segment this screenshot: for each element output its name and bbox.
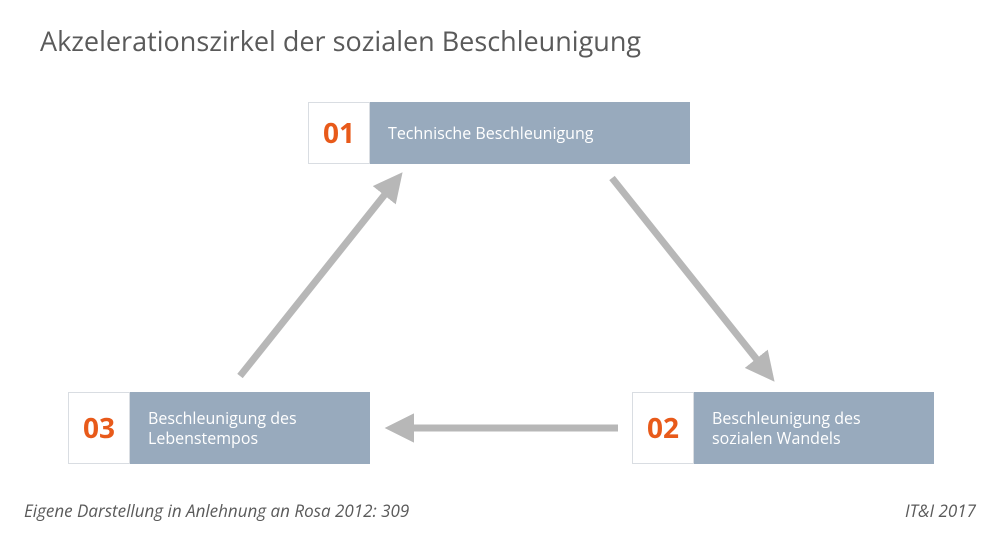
node-03-label: Beschleunigung des Lebenstempos: [130, 392, 370, 464]
node-03-number: 03: [68, 392, 130, 464]
node-01-label: Technische Beschleunigung: [370, 102, 690, 164]
node-01: 01 Technische Beschleunigung: [308, 102, 690, 164]
page-title: Akzelerationszirkel der sozialen Beschle…: [40, 22, 641, 59]
edge-01-02: [612, 178, 770, 376]
node-01-number: 01: [308, 102, 370, 164]
node-03: 03 Beschleunigung des Lebenstempos: [68, 392, 370, 464]
node-02-label: Beschleunigung des sozialen Wandels: [694, 392, 934, 464]
node-02-number: 02: [632, 392, 694, 464]
footnote-source: Eigene Darstellung in Anlehnung an Rosa …: [24, 499, 409, 522]
footnote-credit: IT&I 2017: [905, 499, 976, 522]
node-02: 02 Beschleunigung des sozialen Wandels: [632, 392, 934, 464]
edge-03-01: [240, 178, 398, 376]
